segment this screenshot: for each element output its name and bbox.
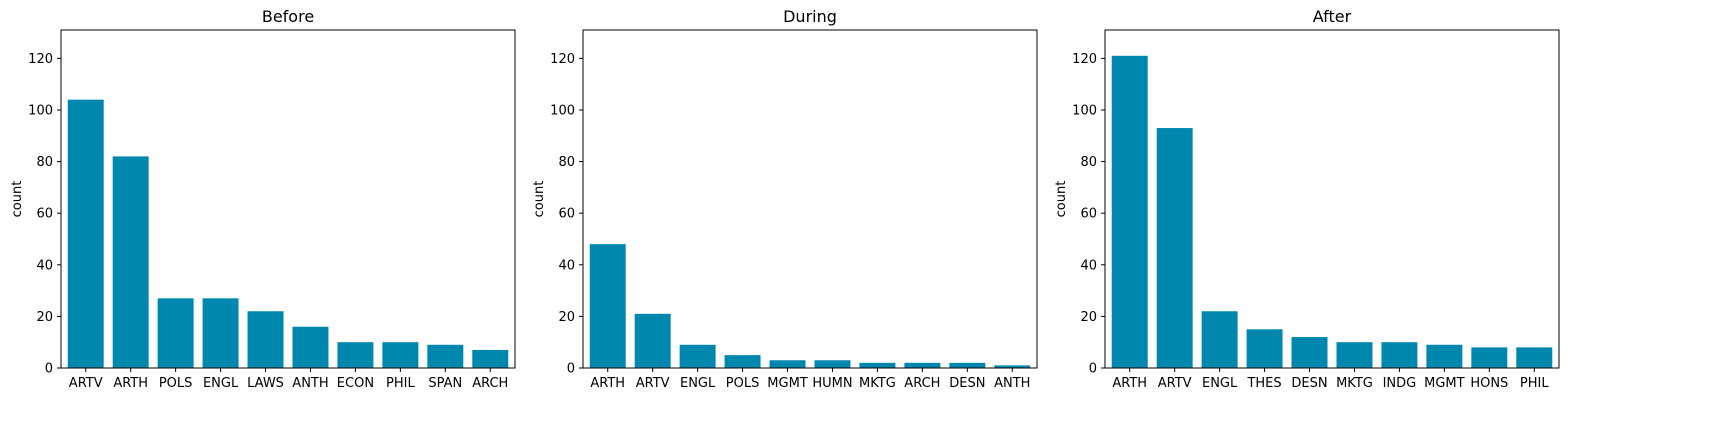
bar-arch bbox=[472, 349, 509, 368]
bar-engl bbox=[679, 344, 716, 368]
x-tick-label: ENGL bbox=[1202, 376, 1238, 391]
x-tick-label: ANTH bbox=[292, 376, 328, 391]
chart-title: Before bbox=[262, 7, 314, 26]
x-tick-label: HONS bbox=[1470, 376, 1508, 391]
chart-panel-after: After ARTH ARTV ENGL THES DESN MKTG INDG MGMT HON… bbox=[1054, 7, 1560, 391]
x-tick-label: MGMT bbox=[767, 376, 808, 391]
x-tick-label: LAWS bbox=[247, 376, 284, 391]
bar-hons bbox=[1471, 347, 1508, 368]
x-tick-label: ARTH bbox=[590, 376, 625, 391]
y-tick-label: 60 bbox=[36, 207, 53, 222]
y-axis-label: count bbox=[10, 181, 25, 218]
y-tick-label: 40 bbox=[1080, 258, 1097, 273]
x-tick-label: INDG bbox=[1383, 376, 1417, 391]
bar-artv bbox=[634, 313, 671, 368]
y-tick-label: 60 bbox=[1080, 207, 1097, 222]
x-tick-label: ENGL bbox=[203, 376, 239, 391]
y-tick-label: 80 bbox=[558, 155, 575, 170]
axes-frame bbox=[60, 29, 516, 369]
bar-arth bbox=[112, 156, 149, 368]
axes-frame bbox=[1104, 29, 1560, 369]
bar-phil bbox=[1516, 347, 1553, 368]
x-tick-label: THES bbox=[1246, 376, 1281, 391]
x-tick-label: MGMT bbox=[1424, 376, 1465, 391]
y-tick-label: 80 bbox=[1080, 155, 1097, 170]
bar-laws bbox=[247, 311, 284, 368]
bar-humn bbox=[814, 360, 851, 368]
y-tick-label: 100 bbox=[1072, 103, 1097, 118]
bar-thes bbox=[1246, 329, 1283, 368]
y-tick-label: 20 bbox=[558, 310, 575, 325]
x-tick-label: MKTG bbox=[859, 376, 896, 391]
bar-artv bbox=[1156, 128, 1193, 368]
x-tick-label: ARCH bbox=[904, 376, 940, 391]
y-tick-label: 20 bbox=[36, 310, 53, 325]
chart-panel-during: During ARTH ARTV ENGL POLS MGMT HUMN MKTG ARCH DE… bbox=[532, 7, 1038, 391]
bar-engl bbox=[1201, 311, 1238, 368]
bar-artv bbox=[67, 99, 104, 368]
chart-title: After bbox=[1313, 7, 1352, 26]
x-tick-label: PHIL bbox=[1520, 376, 1549, 391]
x-tick-label: DESN bbox=[949, 376, 985, 391]
x-tick-label: ARTV bbox=[636, 376, 670, 391]
x-tick-label: POLS bbox=[159, 376, 193, 391]
y-tick-label: 0 bbox=[45, 362, 53, 377]
y-tick-label: 0 bbox=[567, 362, 575, 377]
bar-mgmt bbox=[769, 360, 806, 368]
x-tick-label: SPAN bbox=[428, 376, 462, 391]
y-axis-label: count bbox=[532, 181, 547, 218]
x-tick-label: ARTH bbox=[1112, 376, 1147, 391]
x-tick-label: ARCH bbox=[472, 376, 508, 391]
x-tick-label: ECON bbox=[337, 376, 374, 391]
bar-arth bbox=[1111, 55, 1148, 369]
x-tick-label: POLS bbox=[726, 376, 760, 391]
bar-arth bbox=[589, 244, 626, 368]
y-tick-label: 40 bbox=[558, 258, 575, 273]
bar-engl bbox=[202, 298, 239, 368]
bar-anth bbox=[994, 365, 1031, 368]
y-tick-label: 40 bbox=[36, 258, 53, 273]
y-tick-label: 60 bbox=[558, 207, 575, 222]
bar-pols bbox=[724, 355, 761, 368]
bar-econ bbox=[337, 342, 374, 368]
x-tick-label: ARTV bbox=[69, 376, 103, 391]
x-tick-label: PHIL bbox=[386, 376, 415, 391]
axes-frame bbox=[582, 29, 1038, 369]
bar-mktg bbox=[1336, 342, 1373, 368]
bar-desn bbox=[949, 362, 986, 368]
y-tick-label: 0 bbox=[1089, 362, 1097, 377]
y-axis-label: count bbox=[1054, 181, 1069, 218]
bar-desn bbox=[1291, 337, 1328, 368]
x-tick-label: ANTH bbox=[994, 376, 1030, 391]
bar-mktg bbox=[859, 362, 896, 368]
bar-phil bbox=[382, 342, 419, 368]
y-tick-label: 100 bbox=[28, 103, 53, 118]
x-tick-label: HUMN bbox=[812, 376, 852, 391]
bar-span bbox=[427, 344, 464, 368]
bar-anth bbox=[292, 326, 329, 368]
x-tick-label: ARTV bbox=[1158, 376, 1192, 391]
y-tick-label: 80 bbox=[36, 155, 53, 170]
y-tick-label: 120 bbox=[1072, 52, 1097, 67]
x-tick-label: ENGL bbox=[680, 376, 716, 391]
bar-mgmt bbox=[1426, 344, 1463, 368]
y-tick-label: 120 bbox=[550, 52, 575, 67]
x-tick-label: DESN bbox=[1291, 376, 1327, 391]
bar-arch bbox=[904, 362, 941, 368]
chart-title: During bbox=[783, 7, 837, 26]
x-tick-label: MKTG bbox=[1336, 376, 1373, 391]
bar-indg bbox=[1381, 342, 1418, 368]
bar-pols bbox=[157, 298, 194, 368]
chart-panel-before: Before ARTV ARTH POLS ENGL LAWS ANTH ECON PHIL SP… bbox=[10, 7, 516, 391]
x-tick-label: ARTH bbox=[113, 376, 148, 391]
y-tick-label: 20 bbox=[1080, 310, 1097, 325]
y-tick-label: 100 bbox=[550, 103, 575, 118]
y-tick-label: 120 bbox=[28, 52, 53, 67]
